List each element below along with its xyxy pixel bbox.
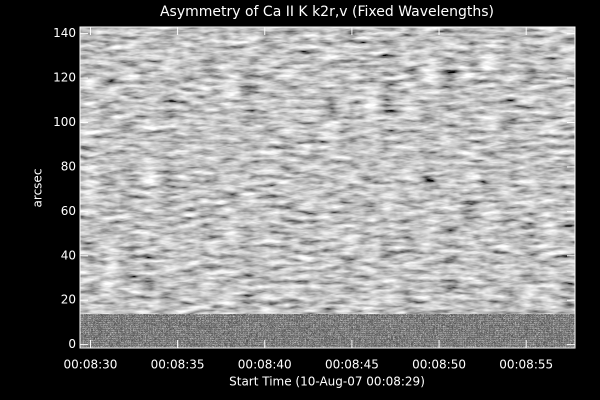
chart-title: Asymmetry of Ca II K k2r,v (Fixed Wavele…	[160, 4, 494, 20]
x-tick-label: 00:08:50	[412, 358, 466, 372]
x-tick-label: 00:08:35	[151, 358, 205, 372]
y-tick-label: 0	[68, 337, 76, 351]
y-tick-label: 120	[53, 71, 76, 85]
y-tick-label: 140	[53, 26, 76, 40]
y-tick-label: 40	[61, 248, 76, 262]
y-tick-label: 20	[61, 293, 76, 307]
x-tick-label: 00:08:30	[64, 358, 118, 372]
image-lower	[80, 314, 575, 348]
y-tick-label: 80	[61, 159, 76, 173]
x-tick-label: 00:08:40	[238, 358, 292, 372]
plot-frame	[79, 26, 576, 349]
x-tick-label: 00:08:55	[499, 358, 553, 372]
y-axis-label: arcsec	[31, 169, 45, 208]
x-tick-label: 00:08:45	[325, 358, 379, 372]
x-axis-label: Start Time (10-Aug-07 00:08:29)	[229, 375, 425, 389]
y-tick-label: 100	[53, 115, 76, 129]
image-upper	[80, 27, 575, 314]
y-tick-label: 60	[61, 204, 76, 218]
